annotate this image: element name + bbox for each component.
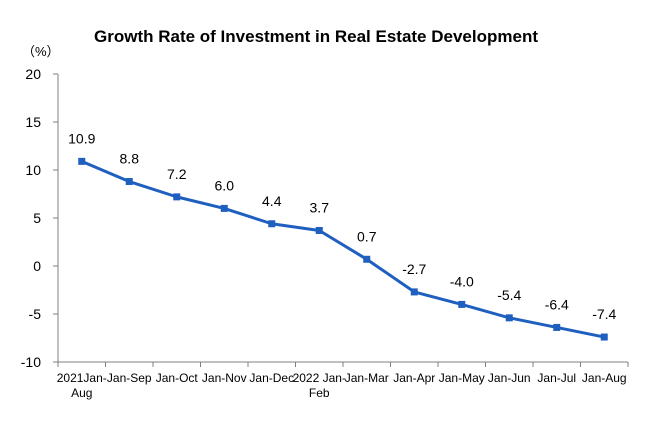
data-point — [220, 204, 228, 212]
data-label: 10.9 — [68, 130, 95, 146]
x-tick-label: Jan-Dec — [249, 371, 294, 385]
data-label: -4.0 — [450, 273, 474, 289]
data-label: -6.4 — [545, 296, 569, 312]
data-point — [505, 314, 513, 322]
data-point — [553, 323, 561, 331]
y-tick-label: 0 — [33, 258, 41, 274]
y-tick-label: 10 — [25, 162, 41, 178]
x-tick-label: Jan-Jun — [488, 371, 531, 385]
y-tick-label: 15 — [25, 114, 41, 130]
x-tick-label: 2021Jan-Aug — [57, 371, 107, 400]
y-tick-label: -10 — [21, 354, 41, 370]
data-label: -7.4 — [592, 306, 616, 322]
data-point — [268, 220, 276, 228]
series-line — [81, 159, 605, 339]
chart-title: Growth Rate of Investment in Real Estate… — [94, 27, 538, 46]
data-label: 4.4 — [262, 193, 282, 209]
x-tick-label: Jan-Aug — [582, 371, 627, 385]
data-point — [125, 178, 133, 186]
data-point — [363, 255, 371, 263]
data-point — [600, 333, 608, 341]
data-label: -2.7 — [402, 261, 426, 277]
data-point — [78, 157, 86, 165]
x-tick-label: Jan-May — [439, 371, 485, 385]
x-tick-label: Jan-Mar — [345, 371, 389, 385]
data-point — [458, 300, 466, 308]
y-tick-label: 20 — [25, 66, 41, 82]
x-tick-label: 2022 Jan-Feb — [293, 371, 346, 400]
data-point — [173, 193, 181, 201]
data-label: 7.2 — [167, 166, 187, 182]
data-label: 6.0 — [215, 177, 235, 193]
data-point — [315, 226, 323, 234]
x-tick-label: Jan-Sep — [107, 371, 152, 385]
data-label: 0.7 — [357, 228, 377, 244]
data-label: 8.8 — [120, 151, 140, 167]
x-tick-label: Jan-Apr — [393, 371, 435, 385]
y-unit-label: （%） — [22, 44, 60, 59]
data-point — [410, 288, 418, 296]
y-tick-label: 5 — [33, 210, 41, 226]
y-tick-label: -5 — [29, 306, 42, 322]
series-group — [78, 157, 608, 341]
axes — [57, 74, 628, 363]
y-ticks: -10 -5 0 5 10 15 20 — [21, 66, 58, 370]
data-label: 3.7 — [310, 199, 330, 215]
x-tick-label: Jan-Jul — [537, 371, 576, 385]
x-tick-label: Jan-Oct — [156, 371, 199, 385]
data-labels: 10.9 8.8 7.2 6.0 4.4 3.7 0.7 -2.7 -4.0 -5.4 -6.4 -7… — [68, 130, 616, 322]
data-label: -5.4 — [497, 287, 521, 303]
x-tick-label: Jan-Nov — [202, 371, 247, 385]
